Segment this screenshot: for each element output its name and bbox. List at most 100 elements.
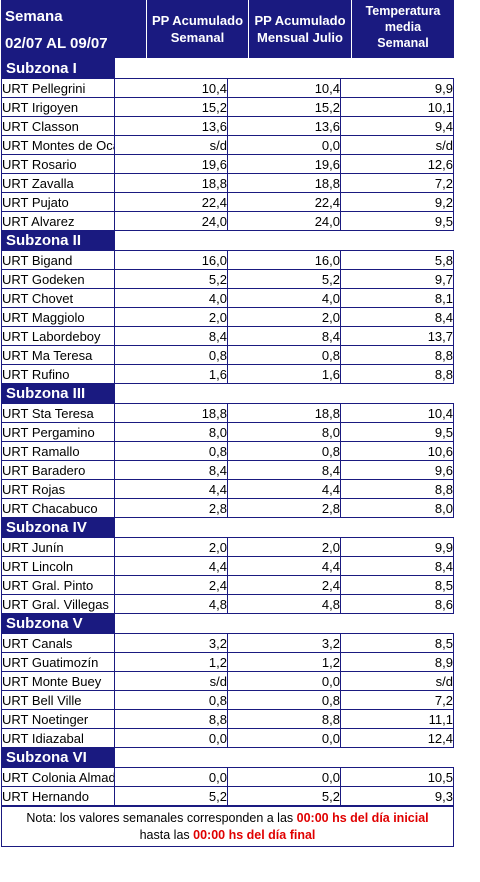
weekly-pp: 18,8 [114, 173, 228, 193]
zone-title: Subzona II [1, 230, 115, 251]
mean-temp: 10,4 [340, 403, 454, 423]
weekly-pp: 2,0 [114, 307, 228, 327]
station-name: URT Classon [1, 116, 115, 136]
table-header: Semana 02/07 AL 09/07 PP Acumulado Seman… [1, 0, 454, 58]
mean-temp: 8,0 [340, 498, 454, 518]
mean-temp: 8,8 [340, 345, 454, 365]
mean-temp: 10,1 [340, 97, 454, 117]
table-row: URT Hernando 5,2 5,2 9,3 [1, 786, 454, 806]
week-label: Semana [5, 8, 63, 25]
mean-temp: 8,1 [340, 288, 454, 308]
station-name: URT Noetinger [1, 709, 115, 729]
weekly-pp: 8,4 [114, 326, 228, 346]
table-row: URT Classon 13,6 13,6 9,4 [1, 116, 454, 136]
monthly-pp: 2,8 [227, 498, 341, 518]
station-name: URT Junín [1, 537, 115, 557]
monthly-pp: 2,0 [227, 537, 341, 557]
weather-summary-table: Semana 02/07 AL 09/07 PP Acumulado Seman… [1, 0, 454, 847]
mean-temp: 8,4 [340, 307, 454, 327]
station-name: URT Irigoyen [1, 97, 115, 117]
table-row: URT Ramallo 0,8 0,8 10,6 [1, 441, 454, 461]
weekly-pp: 15,2 [114, 97, 228, 117]
station-name: URT Lincoln [1, 556, 115, 576]
weekly-pp: 4,4 [114, 556, 228, 576]
station-name: URT Pergamino [1, 422, 115, 442]
monthly-pp: 8,8 [227, 709, 341, 729]
mean-temp: 13,7 [340, 326, 454, 346]
mean-temp: 9,4 [340, 116, 454, 136]
zone-title: Subzona VI [1, 747, 115, 768]
table-row: URT Junín 2,0 2,0 9,9 [1, 537, 454, 557]
zone-header-row: Subzona I [1, 58, 454, 79]
monthly-pp: 0,8 [227, 690, 341, 710]
station-name: URT Idiazabal [1, 728, 115, 748]
station-name: URT Maggiolo [1, 307, 115, 327]
mean-temp: 9,9 [340, 537, 454, 557]
station-name: URT Chovet [1, 288, 115, 308]
weekly-pp: 4,0 [114, 288, 228, 308]
weekly-pp: 18,8 [114, 403, 228, 423]
table-row: URT Montes de Oca s/d 0,0 s/d [1, 135, 454, 155]
station-name: URT Monte Buey [1, 671, 115, 691]
station-name: URT Godeken [1, 269, 115, 289]
mean-temp: 12,4 [340, 728, 454, 748]
monthly-pp: 5,2 [227, 786, 341, 806]
monthly-pp: 4,0 [227, 288, 341, 308]
weekly-pp: 0,0 [114, 767, 228, 787]
mean-temp: 10,6 [340, 441, 454, 461]
station-name: URT Labordeboy [1, 326, 115, 346]
table-row: URT Maggiolo 2,0 2,0 8,4 [1, 307, 454, 327]
table-row: URT Colonia Almada 0,0 0,0 10,5 [1, 767, 454, 787]
weekly-pp: 10,4 [114, 78, 228, 98]
weekly-pp: 8,4 [114, 460, 228, 480]
station-name: URT Pujato [1, 192, 115, 212]
weekly-pp-header: PP Acumulado Semanal [147, 0, 248, 58]
table-row: URT Chovet 4,0 4,0 8,1 [1, 288, 454, 308]
mean-temp: 8,5 [340, 575, 454, 595]
mean-temp: 9,9 [340, 78, 454, 98]
mean-temp: 9,5 [340, 211, 454, 231]
monthly-pp: 10,4 [227, 78, 341, 98]
weekly-pp: 16,0 [114, 250, 228, 270]
table-row: URT Lincoln 4,4 4,4 8,4 [1, 556, 454, 576]
monthly-pp: 1,6 [227, 364, 341, 384]
mean-temp: 8,8 [340, 364, 454, 384]
temperature-header: Temperatura media Semanal [352, 0, 454, 58]
mean-temp: 8,8 [340, 479, 454, 499]
monthly-pp: 0,0 [227, 767, 341, 787]
station-name: URT Chacabuco [1, 498, 115, 518]
week-range: 02/07 AL 09/07 [5, 35, 108, 52]
station-name: URT Baradero [1, 460, 115, 480]
station-name: URT Hernando [1, 786, 115, 806]
table-row: URT Rojas 4,4 4,4 8,8 [1, 479, 454, 499]
monthly-pp: 24,0 [227, 211, 341, 231]
mean-temp: 12,6 [340, 154, 454, 174]
zone-header-row: Subzona VI [1, 747, 454, 768]
footnote: Nota: los valores semanales corresponden… [1, 806, 454, 847]
station-name: URT Sta Teresa [1, 403, 115, 423]
monthly-pp: 4,4 [227, 479, 341, 499]
mean-temp: 9,6 [340, 460, 454, 480]
weekly-pp: s/d [114, 671, 228, 691]
station-name: URT Zavalla [1, 173, 115, 193]
zone-header-row: Subzona III [1, 383, 454, 404]
monthly-pp: 8,4 [227, 326, 341, 346]
monthly-pp: 0,0 [227, 728, 341, 748]
weekly-pp: s/d [114, 135, 228, 155]
monthly-pp: 3,2 [227, 633, 341, 653]
monthly-pp-header: PP Acumulado Mensual Julio [249, 0, 351, 58]
mean-temp: 10,5 [340, 767, 454, 787]
table-row: URT Labordeboy 8,4 8,4 13,7 [1, 326, 454, 346]
monthly-pp: 0,8 [227, 345, 341, 365]
zone-title: Subzona III [1, 383, 115, 404]
table-row: URT Alvarez 24,0 24,0 9,5 [1, 211, 454, 231]
station-name: URT Montes de Oca [1, 135, 115, 155]
monthly-pp: 2,4 [227, 575, 341, 595]
table-row: URT Sta Teresa 18,8 18,8 10,4 [1, 403, 454, 423]
mean-temp: 7,2 [340, 173, 454, 193]
station-name: URT Colonia Almada [1, 767, 115, 787]
monthly-pp: 18,8 [227, 173, 341, 193]
monthly-pp: 0,0 [227, 135, 341, 155]
table-row: URT Guatimozín 1,2 1,2 8,9 [1, 652, 454, 672]
station-name: URT Rosario [1, 154, 115, 174]
